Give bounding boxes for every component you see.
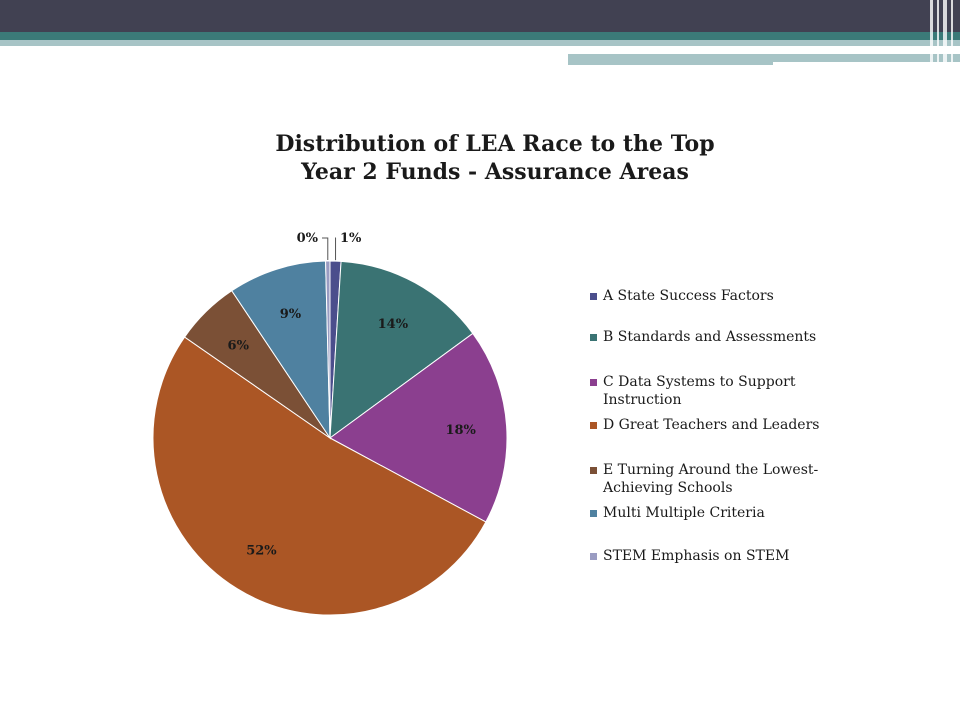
legend-item: E Turning Around the Lowest- Achieving Sc… <box>590 461 840 497</box>
chart-title: Distribution of LEA Race to the Top Year… <box>180 130 810 186</box>
legend-swatch <box>590 553 597 560</box>
legend-label: STEM Emphasis on STEM <box>603 548 790 564</box>
header-accent-line <box>568 46 960 54</box>
header-accent-bar <box>568 54 960 62</box>
legend-label: E Turning Around the Lowest- Achieving Sc… <box>603 462 819 496</box>
pie-slice <box>231 260 331 440</box>
slice-data-label: 6% <box>228 339 250 354</box>
pie-slice <box>325 260 331 439</box>
slice-data-label: 0% <box>297 231 319 246</box>
legend-swatch <box>590 467 597 474</box>
header-light-band <box>0 40 960 46</box>
legend-item: A State Success Factors <box>590 287 840 305</box>
pie-slice <box>152 336 487 616</box>
chart-title-line-1: Distribution of LEA Race to the Top <box>275 131 715 157</box>
legend-swatch <box>590 379 597 386</box>
header-stripe-3 <box>943 0 947 64</box>
header-accent-thin <box>568 62 773 65</box>
leader-line <box>322 237 329 261</box>
slide-header-decoration <box>0 0 960 65</box>
header-teal-band <box>0 32 960 40</box>
legend-label: D Great Teachers and Leaders <box>603 417 820 433</box>
legend-item: B Standards and Assessments <box>590 328 840 346</box>
slice-data-label: 18% <box>445 423 476 438</box>
legend-label: B Standards and Assessments <box>603 329 817 345</box>
legend-swatch <box>590 334 597 341</box>
legend-swatch <box>590 293 597 300</box>
legend-swatch <box>590 422 597 429</box>
pie-slice <box>329 332 508 523</box>
legend-item: STEM Emphasis on STEM <box>590 547 840 565</box>
pie-slice <box>329 260 474 440</box>
slice-data-label: 9% <box>280 307 302 322</box>
header-stripe-2 <box>937 0 939 64</box>
header-stripe-1 <box>930 0 933 64</box>
legend-label: C Data Systems to Support Instruction <box>603 374 796 408</box>
legend-swatch <box>590 510 597 517</box>
legend-item: C Data Systems to Support Instruction <box>590 373 840 409</box>
legend-item: Multi Multiple Criteria <box>590 504 840 522</box>
slice-data-label: 14% <box>378 317 409 332</box>
legend-label: Multi Multiple Criteria <box>603 505 765 521</box>
slice-data-label: 1% <box>340 231 362 246</box>
slice-data-label: 52% <box>246 544 277 559</box>
header-dark-band <box>0 0 960 32</box>
legend-label: A State Success Factors <box>603 288 774 304</box>
legend-item: D Great Teachers and Leaders <box>590 416 840 434</box>
header-stripe-4 <box>951 0 953 64</box>
chart-title-line-2: Year 2 Funds - Assurance Areas <box>301 159 689 185</box>
